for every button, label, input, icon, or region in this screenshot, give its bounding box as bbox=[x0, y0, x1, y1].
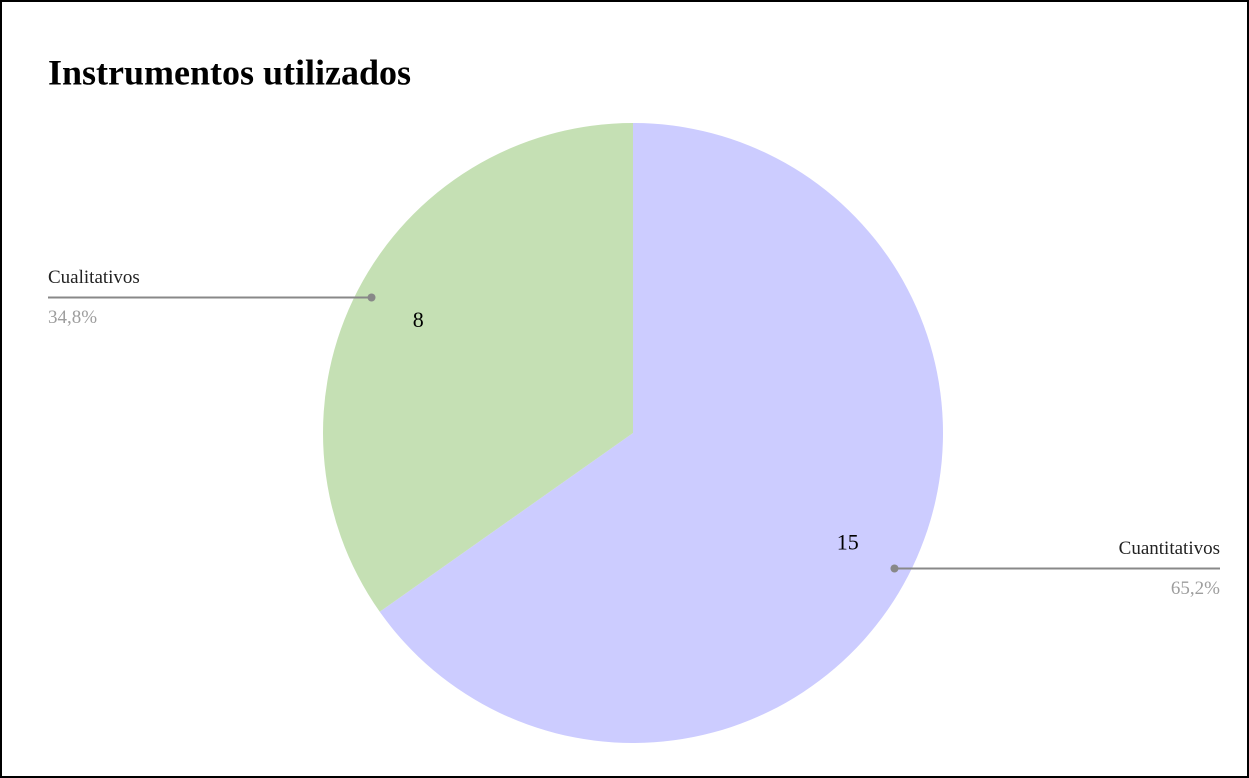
percent-label: 65,2% bbox=[1171, 578, 1220, 599]
pie-slice bbox=[323, 123, 633, 612]
slice-value-label: 8 bbox=[413, 307, 424, 332]
percent-label: 34,8% bbox=[48, 307, 97, 328]
leader-dot bbox=[367, 293, 376, 302]
legend-label: Cualitativos bbox=[48, 267, 140, 288]
legend-label: Cuantitativos bbox=[1119, 538, 1220, 559]
leader-dot bbox=[890, 564, 899, 573]
slice-value-label: 15 bbox=[837, 529, 859, 554]
pie-slice bbox=[379, 123, 943, 743]
chart-title: Instrumentos utilizados bbox=[48, 52, 411, 92]
